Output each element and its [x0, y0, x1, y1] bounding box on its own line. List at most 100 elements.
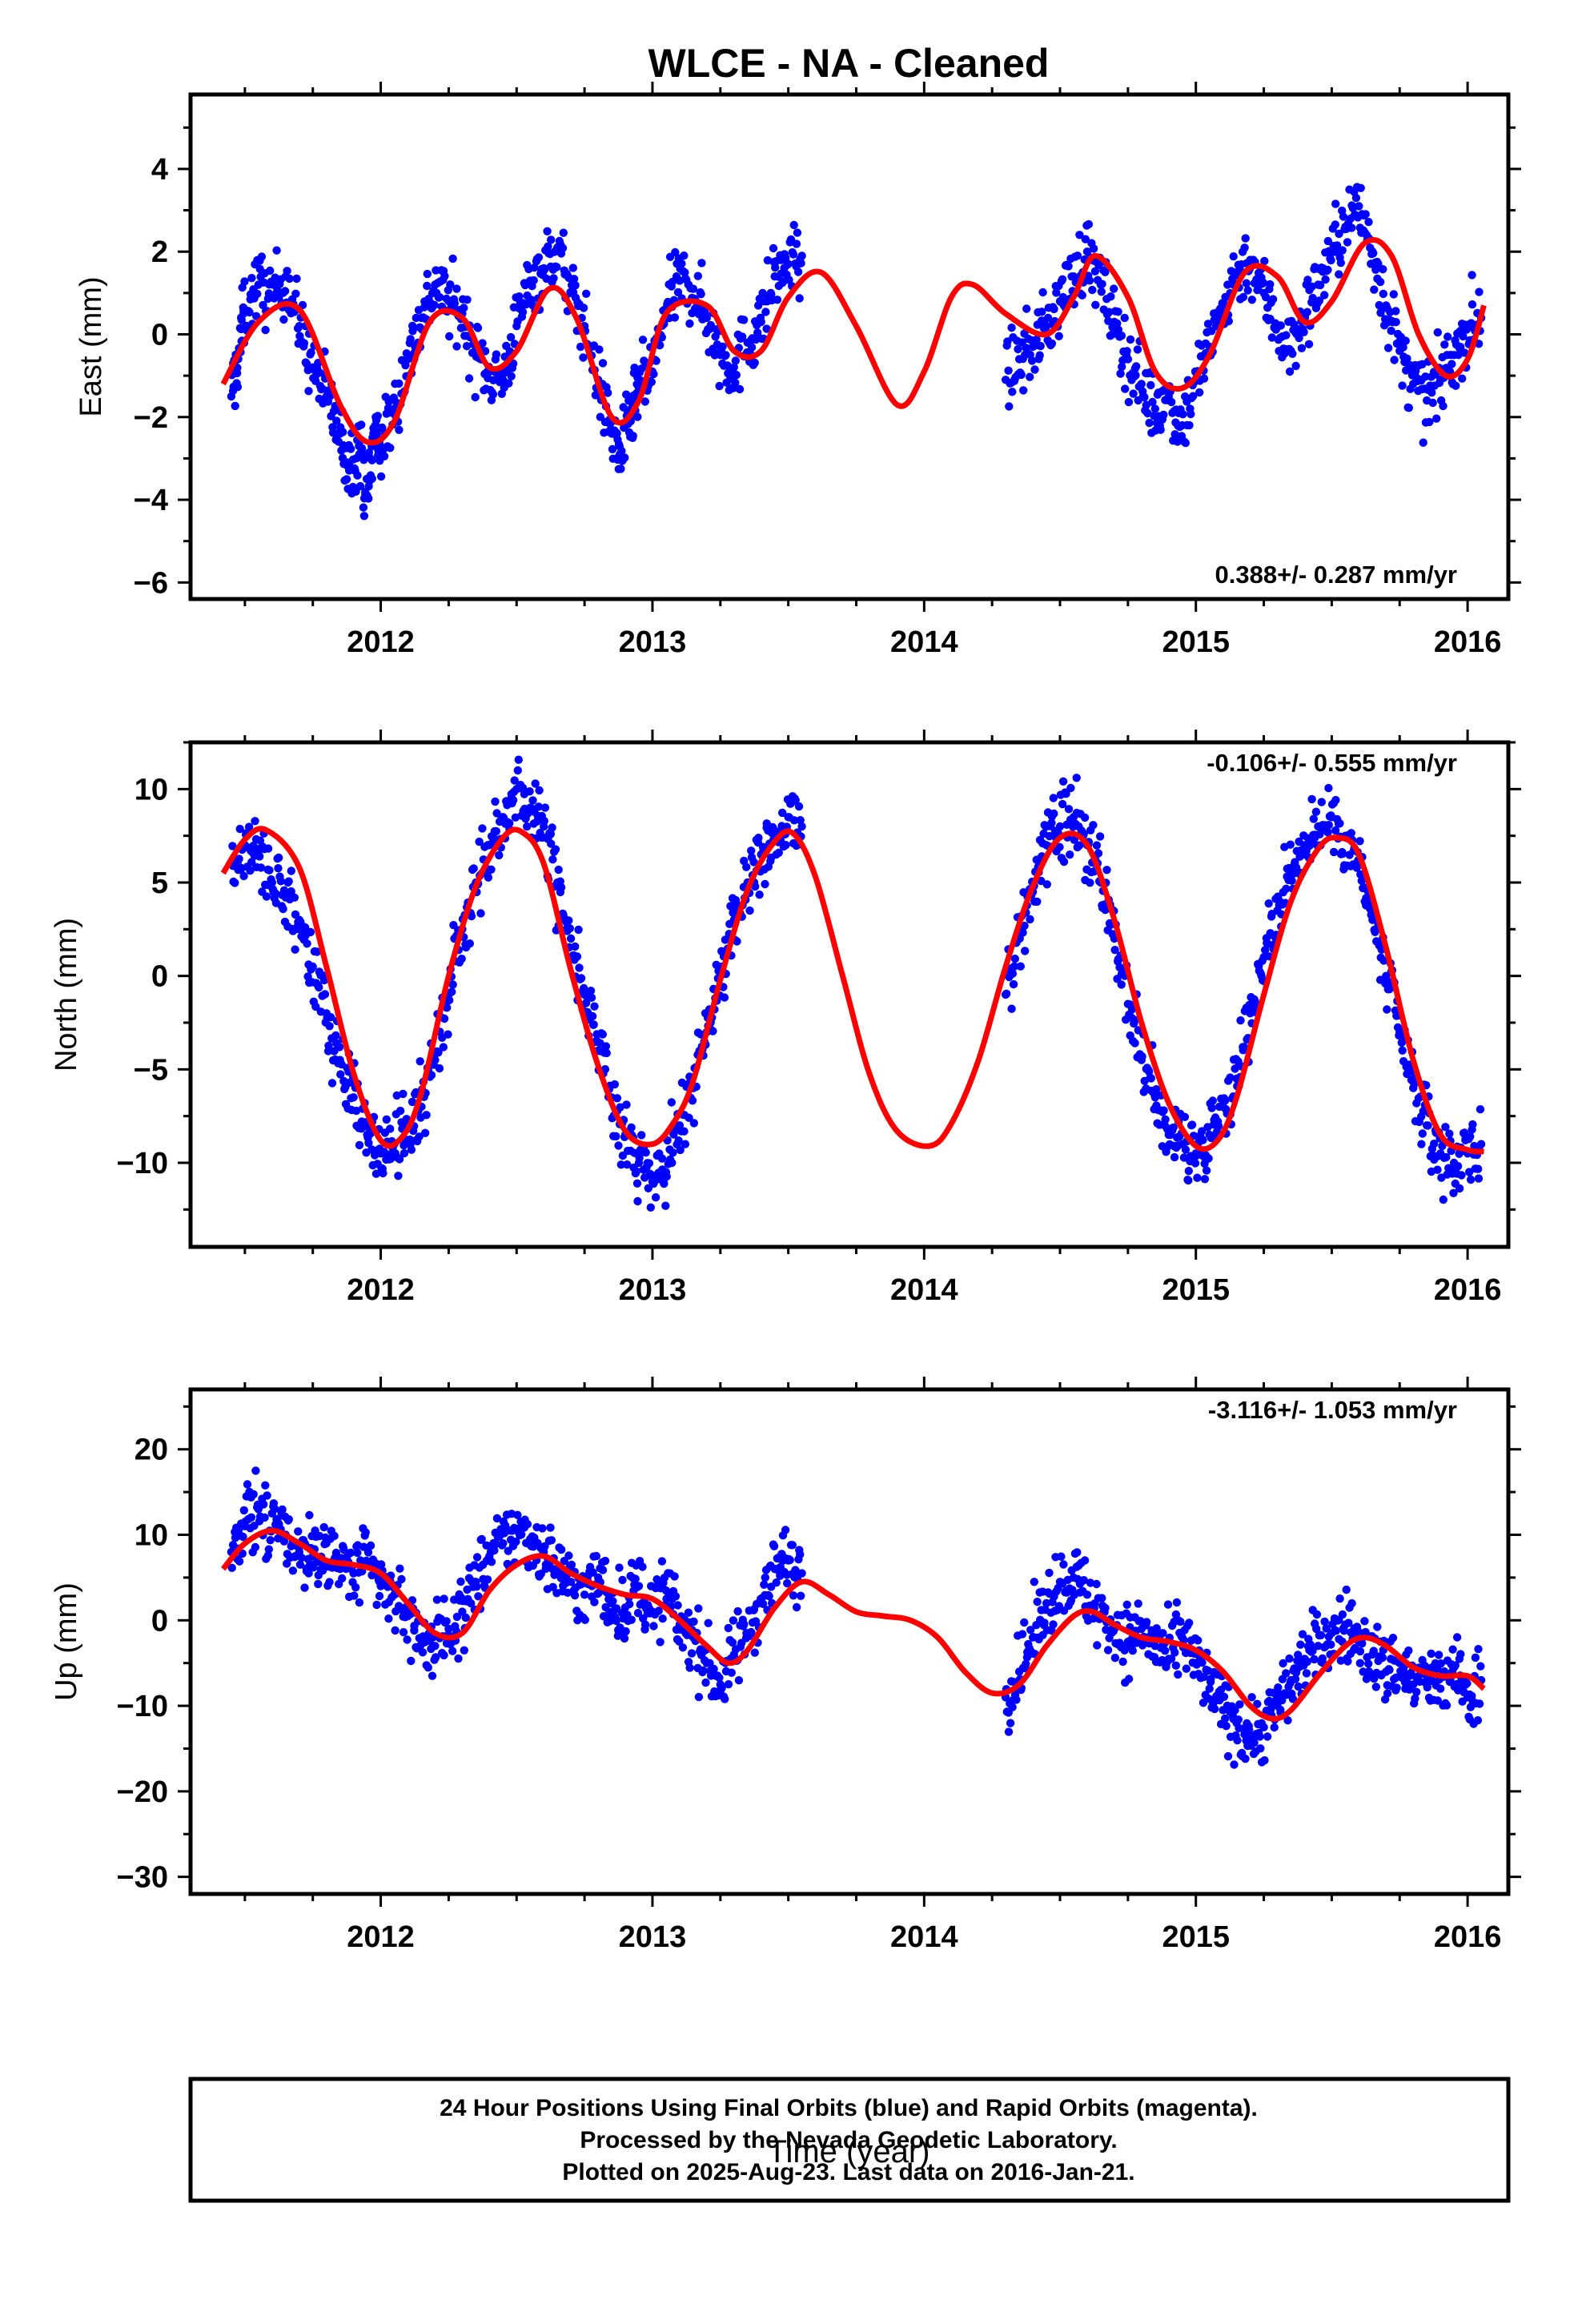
up-data-point [247, 1513, 256, 1522]
east-data-point [1315, 296, 1324, 305]
up-data-point [339, 1546, 348, 1554]
north-data-point [386, 1124, 395, 1133]
north-data-point [265, 866, 274, 875]
east-data-point [633, 412, 642, 421]
up-data-point [1205, 1684, 1214, 1693]
north-data-point [1371, 927, 1379, 937]
east-data-point [1321, 275, 1330, 284]
north-data-point [1002, 989, 1011, 999]
up-data-point [424, 1663, 432, 1672]
up-data-point [684, 1608, 693, 1617]
up-data-point [377, 1560, 386, 1569]
north-data-point [231, 879, 239, 887]
east-data-point [1399, 343, 1407, 352]
up-data-point [1022, 1659, 1030, 1668]
east-data-point [359, 503, 368, 512]
north-data-point [762, 819, 771, 828]
east-data-point [430, 300, 439, 310]
north-data-point [574, 925, 583, 935]
north-panel: 2012 2013 2014 2015 2016 −10 −5 0 5 10 North (mm) -… [50, 730, 1521, 1307]
east-data-point [793, 267, 803, 276]
north-data-point [1199, 1136, 1207, 1144]
north-data-point [551, 845, 560, 854]
up-data-point [638, 1562, 647, 1571]
up-data-point [266, 1536, 275, 1545]
north-data-point [1282, 884, 1291, 894]
up-data-point [1456, 1650, 1465, 1659]
north-data-point [1086, 879, 1094, 887]
north-x-tick-label: 2014 [890, 1273, 958, 1307]
up-data-point [1411, 1694, 1419, 1703]
x-axis-label: Time (year) [768, 2134, 930, 2169]
north-data-point [440, 1014, 449, 1023]
north-data-point [742, 862, 751, 871]
up-data-point [1303, 1657, 1312, 1667]
north-data-point [1311, 807, 1321, 816]
up-data-point [1079, 1576, 1089, 1585]
north-data-point [1152, 1085, 1161, 1094]
up-data-point [1344, 1618, 1353, 1627]
east-data-point [1097, 287, 1106, 296]
east-x-tick-label: 2012 [347, 625, 415, 659]
up-data-point [564, 1551, 573, 1560]
up-data-point [1364, 1659, 1373, 1668]
east-data-point [1389, 290, 1399, 299]
up-data-point [1452, 1633, 1462, 1642]
up-data-point [346, 1548, 355, 1558]
east-y-tick-label: −4 [134, 484, 168, 517]
north-data-point [1331, 795, 1340, 805]
up-data-point [1310, 1655, 1319, 1664]
up-data-point [1434, 1651, 1443, 1659]
up-data-point [477, 1534, 486, 1544]
up-data-point [694, 1604, 703, 1613]
north-data-point [667, 1098, 676, 1107]
up-data-point [761, 1573, 769, 1582]
up-data-point [1040, 1618, 1049, 1627]
up-data-point [1433, 1696, 1443, 1705]
up-data-point [1471, 1653, 1480, 1663]
north-data-point [513, 766, 522, 775]
north-data-point [612, 1094, 622, 1103]
east-data-point [1159, 410, 1168, 420]
north-data-point [794, 802, 804, 811]
east-data-point [735, 384, 745, 394]
east-data-point [1460, 348, 1469, 357]
east-data-point [1199, 374, 1209, 383]
up-data-point [1338, 1610, 1347, 1619]
east-data-point [1223, 280, 1232, 289]
up-data-point [1302, 1669, 1311, 1678]
east-data-point [1124, 397, 1134, 407]
north-data-point [1246, 1009, 1255, 1018]
footer-frame [188, 2077, 1511, 2203]
east-data-point [598, 359, 608, 368]
north-data-point [246, 866, 255, 875]
footer-line1: 24 Hour Positions Using Final Orbits (bl… [440, 2095, 1258, 2121]
north-data-point [1214, 1122, 1223, 1131]
up-data-point [513, 1510, 522, 1520]
east-data-point [1242, 279, 1251, 287]
north-data-point [382, 1115, 391, 1124]
up-data-point [1369, 1647, 1379, 1655]
north-data-point [1066, 783, 1075, 793]
up-data-point [724, 1623, 733, 1633]
east-data-point [628, 432, 637, 440]
east-data-point [291, 289, 300, 298]
up-data-point [1020, 1618, 1029, 1627]
up-data-point [490, 1546, 499, 1555]
north-data-point [1465, 1168, 1474, 1176]
up-data-point [654, 1606, 663, 1615]
up-data-point [487, 1558, 496, 1566]
east-data-point [464, 374, 474, 383]
up-data-point [1320, 1617, 1329, 1626]
east-data-point [1299, 328, 1308, 336]
up-data-point [353, 1548, 362, 1558]
east-data-point [1089, 244, 1098, 253]
up-data-point [1247, 1693, 1256, 1702]
up-data-point [440, 1651, 448, 1660]
up-data-point [1288, 1695, 1298, 1703]
east-data-point [747, 343, 757, 352]
east-data-point [544, 242, 552, 251]
up-data-point [1199, 1672, 1209, 1682]
north-data-point [400, 1148, 409, 1158]
